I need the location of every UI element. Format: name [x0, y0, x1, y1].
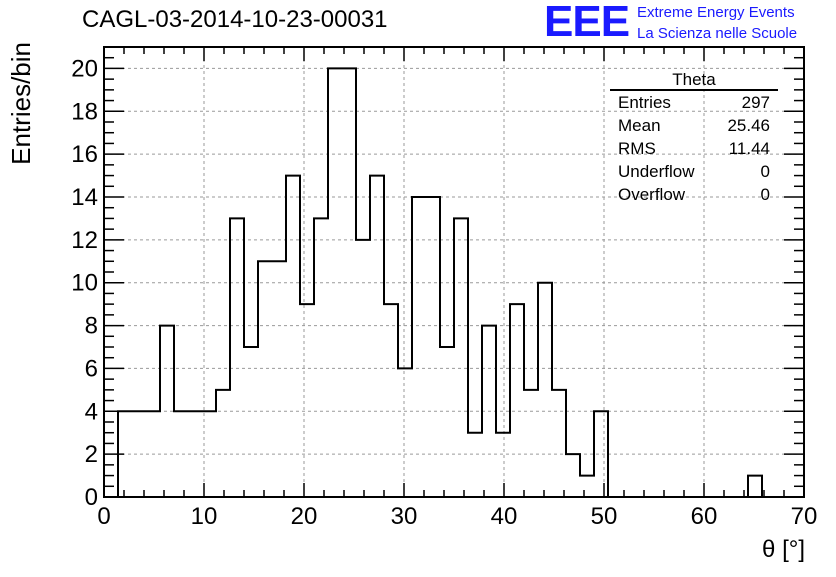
- stats-box: Theta Entries 297 Mean 25.46 RMS 11.44 U…: [610, 70, 778, 206]
- stats-row-rms: RMS 11.44: [610, 137, 778, 160]
- stats-row-overflow: Overflow 0: [610, 183, 778, 206]
- y-tick-label: 2: [85, 441, 98, 468]
- logo-line-1: Extreme Energy Events: [637, 4, 795, 21]
- histogram-bin: [188, 411, 202, 497]
- x-tick-label: 70: [791, 503, 818, 530]
- histogram-bin: [426, 197, 440, 497]
- y-tick-label: 14: [71, 184, 98, 211]
- y-axis-label: Entries/bin: [6, 42, 36, 165]
- histogram-bin: [314, 218, 328, 497]
- histogram-bin: [300, 304, 314, 497]
- y-tick-label: 6: [85, 355, 98, 382]
- y-tick-label: 16: [71, 141, 98, 168]
- stats-label: RMS: [618, 139, 656, 158]
- tick-layer: [103, 46, 805, 498]
- histogram-bin: [286, 176, 300, 497]
- histogram-bin: [244, 347, 258, 497]
- histogram-bin: [566, 454, 580, 497]
- histogram-bin: [160, 326, 174, 497]
- y-tick-label: 12: [71, 227, 98, 254]
- histogram-bin: [132, 411, 146, 497]
- histogram-bin: [580, 476, 594, 497]
- histogram-bin: [146, 411, 160, 497]
- histogram-bin: [370, 176, 384, 497]
- histogram-bin: [328, 68, 342, 497]
- x-tick-label: 40: [491, 503, 518, 530]
- histogram-bin: [496, 433, 510, 497]
- stats-value: 25.46: [727, 116, 770, 135]
- grid-layer: [104, 47, 804, 497]
- logo-line-2: La Scienza nelle Scuole: [637, 25, 798, 42]
- histogram-bin: [384, 304, 398, 497]
- histogram-bin: [174, 411, 188, 497]
- histogram-bin: [412, 197, 426, 497]
- stats-label: Underflow: [618, 162, 695, 181]
- y-tick-label: 10: [71, 270, 98, 297]
- stats-value: 0: [760, 162, 770, 181]
- histogram-bin: [454, 218, 468, 497]
- stats-label: Overflow: [618, 185, 686, 204]
- eee-logo: EEE: [544, 0, 630, 46]
- histogram-bin: [398, 368, 412, 497]
- histogram-bin: [524, 390, 538, 497]
- histogram-bin: [748, 476, 762, 497]
- histogram-bin: [594, 411, 608, 497]
- x-tick-label: 20: [291, 503, 318, 530]
- histogram-bin: [552, 390, 566, 497]
- histogram-bin: [482, 326, 496, 497]
- histogram-bin: [440, 347, 454, 497]
- histogram-bin: [230, 218, 244, 497]
- x-tick-label: 50: [591, 503, 618, 530]
- histogram-bin: [258, 261, 272, 497]
- stats-title: Theta: [610, 70, 778, 91]
- stats-row-mean: Mean 25.46: [610, 114, 778, 137]
- stats-label: Mean: [618, 116, 661, 135]
- x-axis-label: θ [°]: [762, 536, 805, 563]
- x-tick-label: 10: [191, 503, 218, 530]
- stats-value: 297: [741, 93, 770, 112]
- chart-title: CAGL-03-2014-10-23-00031: [82, 6, 388, 33]
- stats-value: 0: [760, 185, 770, 204]
- stats-label: Entries: [618, 93, 671, 112]
- y-tick-label: 0: [85, 484, 98, 511]
- histogram-bin: [468, 433, 482, 497]
- histogram-bin: [342, 68, 356, 497]
- histogram-bin: [356, 240, 370, 497]
- x-tick-label: 60: [691, 503, 718, 530]
- stats-row-entries: Entries 297: [610, 91, 778, 114]
- histogram-bin: [510, 304, 524, 497]
- stats-value: 11.44: [728, 139, 770, 158]
- histogram-bin: [216, 390, 230, 497]
- histogram-bin: [272, 261, 286, 497]
- y-tick-label: 20: [71, 55, 98, 82]
- tick-label-layer: 0 10 20 30 40 50 60 70 0 2 4 6 8 10 12 14 16 18 20: [71, 55, 817, 530]
- x-tick-label: 30: [391, 503, 418, 530]
- y-tick-label: 8: [85, 313, 98, 340]
- histogram-bin: [538, 283, 552, 497]
- y-tick-label: 18: [71, 98, 98, 125]
- y-tick-label: 4: [85, 398, 98, 425]
- x-tick-label: 0: [97, 503, 110, 530]
- stats-row-underflow: Underflow 0: [610, 160, 778, 183]
